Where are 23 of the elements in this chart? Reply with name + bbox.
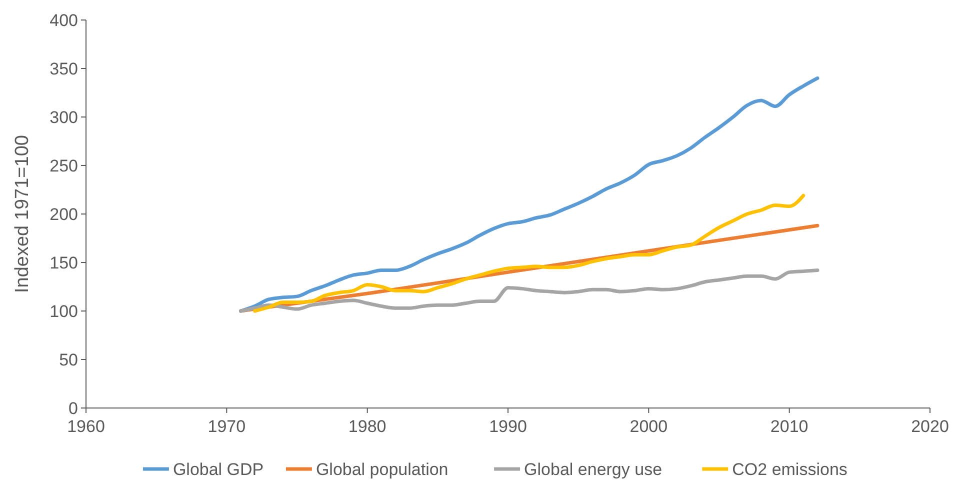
x-tick-label: 1970 [208, 417, 246, 436]
x-tick-label: 1990 [489, 417, 527, 436]
line-series [253, 194, 806, 313]
x-tick-label: 2020 [911, 417, 949, 436]
y-tick-label: 300 [50, 108, 78, 127]
y-tick-label: 200 [50, 204, 78, 224]
legend-label: CO2 emissions [732, 460, 848, 479]
line-series [238, 268, 820, 313]
y-tick-label: 100 [50, 302, 78, 321]
y-tick-label: 0 [68, 398, 78, 418]
x-tick-label: 1980 [348, 417, 386, 436]
y-tick-label: 400 [50, 10, 78, 30]
y-axis-title: Indexed 1971=100 [12, 135, 33, 293]
legend-label: Global population [316, 460, 448, 479]
legend-label: Global GDP [172, 460, 264, 479]
y-tick-label: 150 [50, 253, 78, 272]
y-tick-label: 250 [50, 156, 78, 176]
y-tick-label: 350 [50, 59, 78, 78]
y-tick-label: 50 [59, 350, 78, 370]
x-tick-label: 2010 [770, 417, 808, 436]
legend-label: Global energy use [524, 460, 662, 479]
x-tick-label: 2000 [630, 417, 668, 436]
x-tick-label: 1960 [67, 417, 105, 436]
